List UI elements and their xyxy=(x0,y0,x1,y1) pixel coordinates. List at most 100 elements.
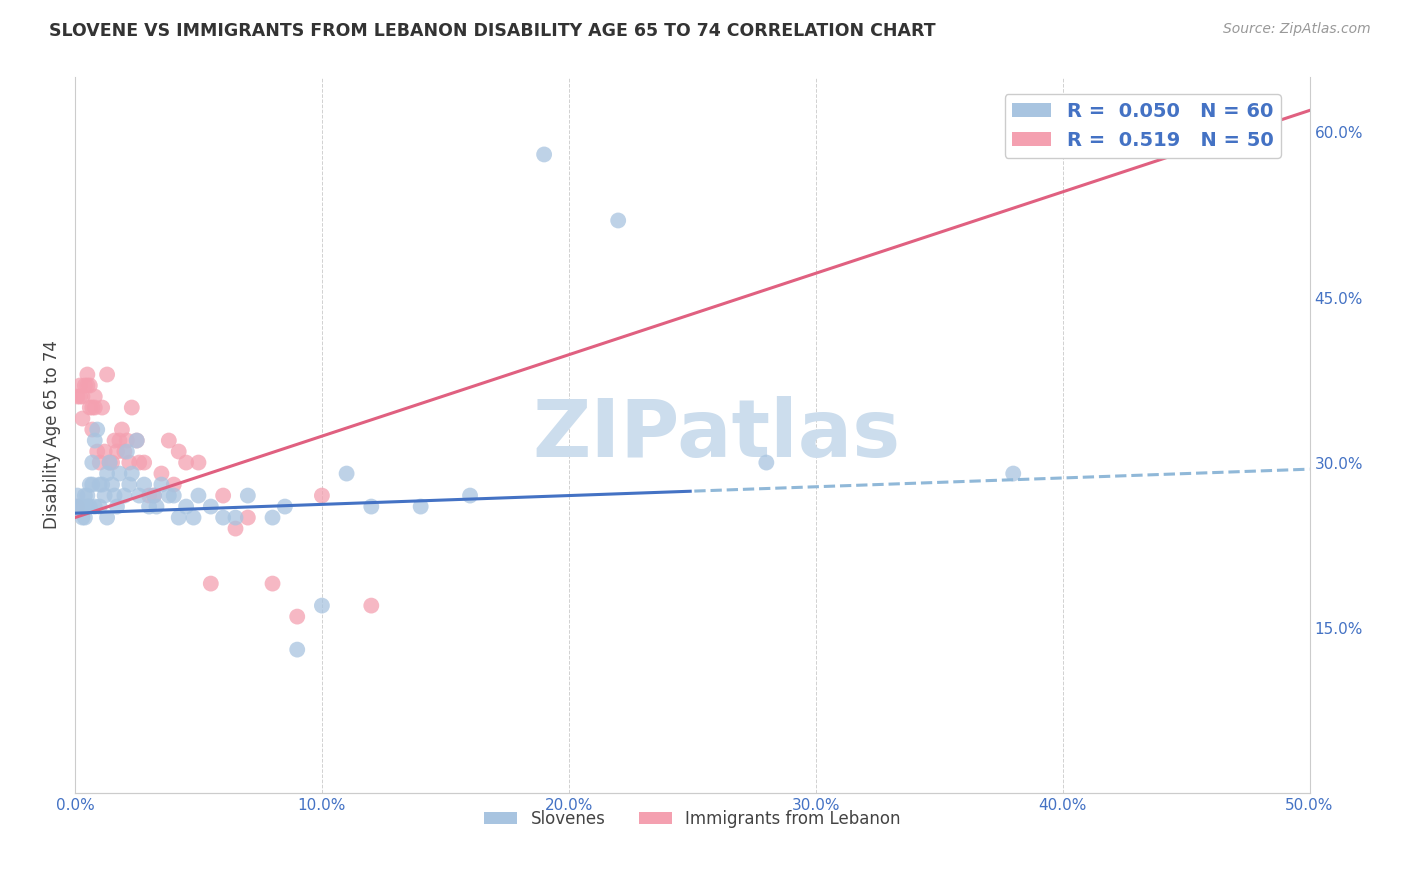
Point xyxy=(72,411,94,425)
Point xyxy=(91,477,114,491)
Point xyxy=(89,477,111,491)
Point xyxy=(360,599,382,613)
Point xyxy=(112,489,135,503)
Point xyxy=(83,434,105,448)
Point xyxy=(128,456,150,470)
Point xyxy=(96,510,118,524)
Point xyxy=(183,510,205,524)
Point xyxy=(311,599,333,613)
Point xyxy=(118,477,141,491)
Point xyxy=(274,500,297,514)
Point xyxy=(66,489,89,503)
Point xyxy=(458,489,481,503)
Point xyxy=(200,500,222,514)
Point xyxy=(103,434,125,448)
Point xyxy=(157,489,180,503)
Point xyxy=(187,456,209,470)
Point xyxy=(89,456,111,470)
Point xyxy=(262,510,284,524)
Point xyxy=(79,378,101,392)
Point xyxy=(89,500,111,514)
Point xyxy=(83,401,105,415)
Point xyxy=(118,456,141,470)
Point xyxy=(82,401,104,415)
Point xyxy=(262,576,284,591)
Point xyxy=(163,477,186,491)
Point xyxy=(157,434,180,448)
Point xyxy=(755,456,778,470)
Point xyxy=(121,467,143,481)
Point xyxy=(86,444,108,458)
Point xyxy=(66,500,89,514)
Point xyxy=(72,390,94,404)
Point xyxy=(163,489,186,503)
Point xyxy=(138,500,160,514)
Text: ZIPatlas: ZIPatlas xyxy=(533,396,901,474)
Legend: Slovenes, Immigrants from Lebanon: Slovenes, Immigrants from Lebanon xyxy=(477,803,907,834)
Point xyxy=(69,378,91,392)
Point xyxy=(66,390,89,404)
Point xyxy=(121,401,143,415)
Point xyxy=(167,444,190,458)
Text: SLOVENE VS IMMIGRANTS FROM LEBANON DISABILITY AGE 65 TO 74 CORRELATION CHART: SLOVENE VS IMMIGRANTS FROM LEBANON DISAB… xyxy=(49,22,936,40)
Text: Source: ZipAtlas.com: Source: ZipAtlas.com xyxy=(1223,22,1371,37)
Point xyxy=(96,368,118,382)
Point xyxy=(86,423,108,437)
Point xyxy=(1002,467,1025,481)
Point xyxy=(174,500,197,514)
Point xyxy=(285,609,308,624)
Point xyxy=(212,510,235,524)
Point xyxy=(200,576,222,591)
Point xyxy=(167,510,190,524)
Point xyxy=(91,401,114,415)
Point xyxy=(79,401,101,415)
Point xyxy=(69,390,91,404)
Point xyxy=(1199,103,1222,118)
Point xyxy=(93,444,115,458)
Point xyxy=(236,510,259,524)
Point xyxy=(533,147,555,161)
Point xyxy=(311,489,333,503)
Point xyxy=(112,444,135,458)
Point xyxy=(82,456,104,470)
Point xyxy=(138,489,160,503)
Point xyxy=(79,477,101,491)
Point xyxy=(143,489,166,503)
Point xyxy=(285,642,308,657)
Point xyxy=(101,456,124,470)
Point xyxy=(101,477,124,491)
Point xyxy=(224,510,246,524)
Point xyxy=(96,467,118,481)
Point xyxy=(93,489,115,503)
Point xyxy=(76,489,98,503)
Point xyxy=(212,489,235,503)
Point xyxy=(108,434,131,448)
Point xyxy=(224,522,246,536)
Point xyxy=(105,444,128,458)
Point xyxy=(83,500,105,514)
Point xyxy=(115,444,138,458)
Point xyxy=(409,500,432,514)
Point xyxy=(134,456,156,470)
Point xyxy=(98,456,121,470)
Point xyxy=(145,500,167,514)
Point xyxy=(73,510,96,524)
Point xyxy=(76,500,98,514)
Point xyxy=(125,434,148,448)
Point xyxy=(73,378,96,392)
Point xyxy=(108,467,131,481)
Point xyxy=(72,500,94,514)
Point xyxy=(79,500,101,514)
Point xyxy=(360,500,382,514)
Point xyxy=(134,477,156,491)
Point xyxy=(83,390,105,404)
Point xyxy=(125,434,148,448)
Point xyxy=(73,489,96,503)
Point xyxy=(82,423,104,437)
Point xyxy=(76,378,98,392)
Point xyxy=(336,467,359,481)
Point xyxy=(115,434,138,448)
Y-axis label: Disability Age 65 to 74: Disability Age 65 to 74 xyxy=(44,341,60,530)
Point xyxy=(150,477,173,491)
Point xyxy=(143,489,166,503)
